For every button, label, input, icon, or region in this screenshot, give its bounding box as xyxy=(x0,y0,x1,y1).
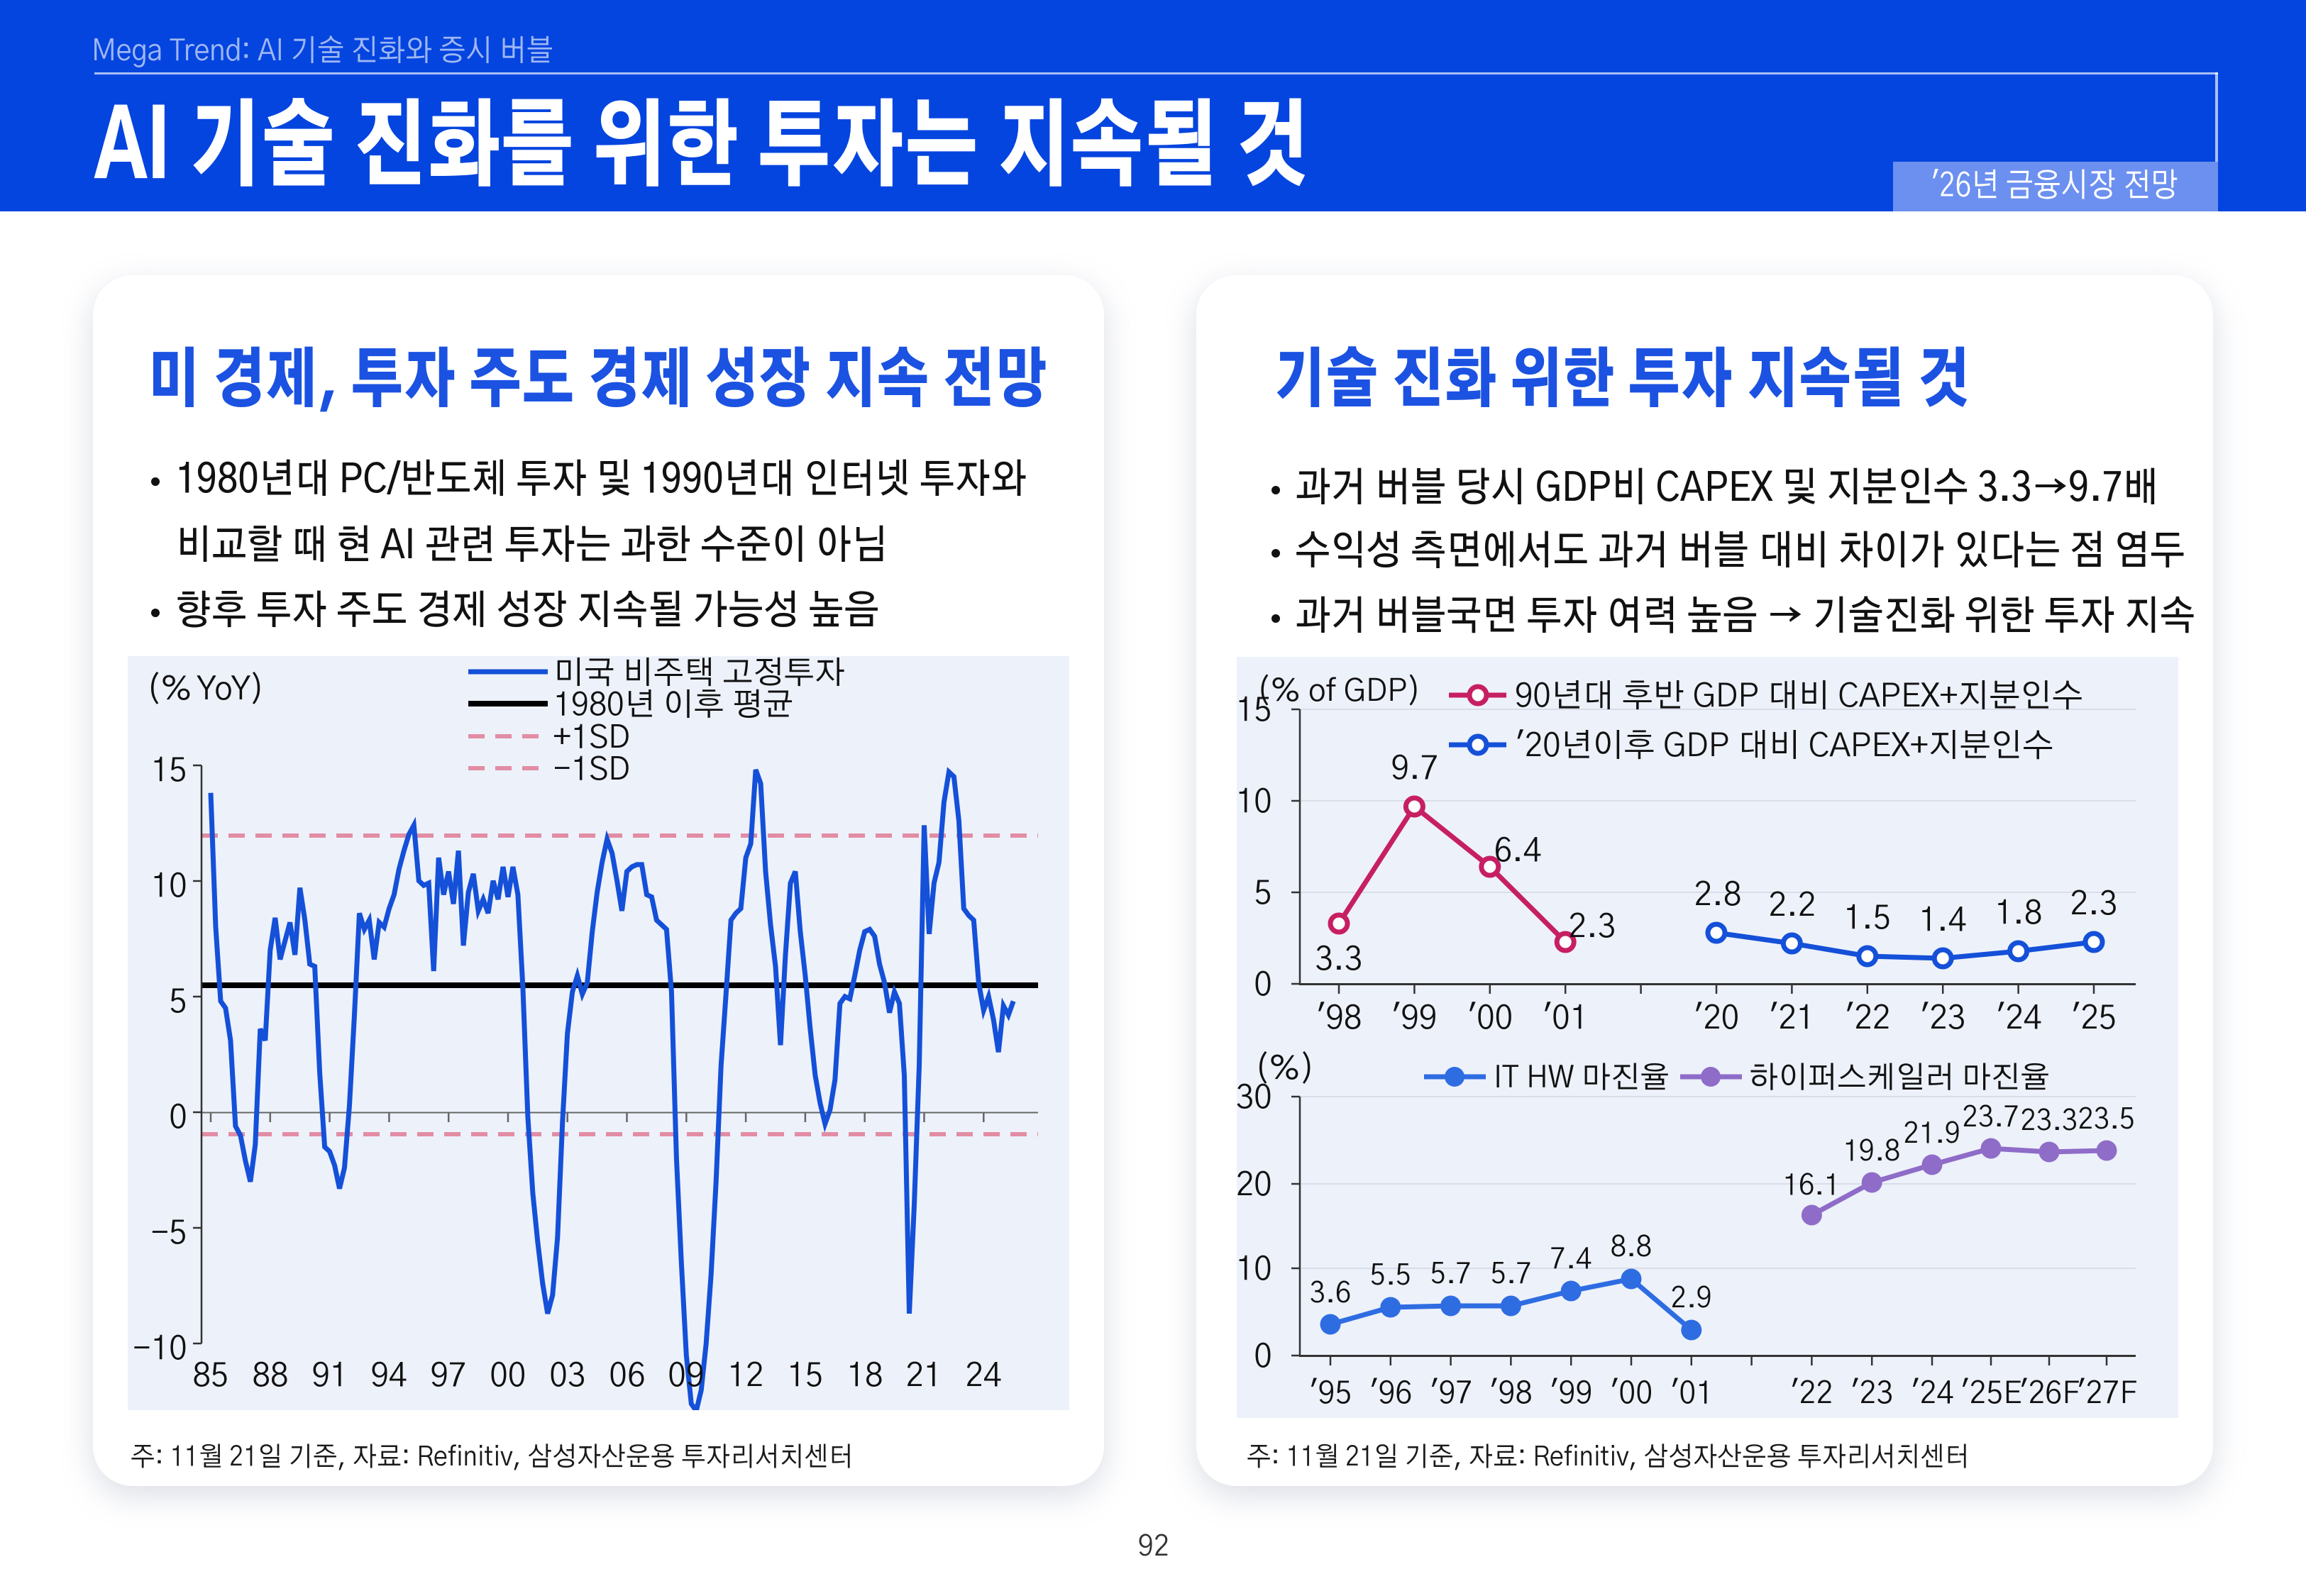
svg-text:'97: '97 xyxy=(1430,1378,1473,1409)
svg-text:21: 21 xyxy=(905,1361,942,1393)
svg-text:-5: -5 xyxy=(151,1218,187,1251)
svg-text:10: 10 xyxy=(151,871,187,904)
svg-text:'22: '22 xyxy=(1790,1378,1833,1409)
svg-text:94: 94 xyxy=(370,1361,407,1393)
svg-text:'96: '96 xyxy=(1369,1378,1413,1409)
svg-text:1980년 이후 평균: 1980년 이후 평균 xyxy=(553,689,793,722)
svg-text:'00: '00 xyxy=(1467,1002,1513,1036)
svg-text:88: 88 xyxy=(252,1361,288,1393)
svg-text:'23: '23 xyxy=(1920,1002,1966,1036)
svg-text:23.7: 23.7 xyxy=(1963,1104,2019,1133)
svg-text:30: 30 xyxy=(1237,1082,1272,1115)
svg-text:06: 06 xyxy=(609,1361,645,1393)
svg-text:2.3: 2.3 xyxy=(1569,911,1616,944)
svg-text:9.7: 9.7 xyxy=(1391,753,1439,786)
svg-text:5: 5 xyxy=(1254,878,1272,911)
svg-text:'20: '20 xyxy=(1694,1002,1740,1036)
svg-text:90년대 후반 GDP 대비 CAPEX+지분인수: 90년대 후반 GDP 대비 CAPEX+지분인수 xyxy=(1515,680,2083,714)
svg-text:'21: '21 xyxy=(1769,1002,1815,1036)
svg-text:'98: '98 xyxy=(1316,1002,1362,1036)
svg-text:'99: '99 xyxy=(1550,1378,1593,1409)
svg-text:0: 0 xyxy=(1254,1341,1272,1374)
svg-text:0: 0 xyxy=(1254,970,1272,1002)
svg-text:09: 09 xyxy=(668,1361,704,1393)
svg-text:03: 03 xyxy=(549,1361,585,1393)
svg-text:1.4: 1.4 xyxy=(1919,905,1967,938)
svg-text:'26F: '26F xyxy=(2019,1378,2080,1409)
svg-text:23.5: 23.5 xyxy=(2078,1107,2135,1135)
svg-text:3.6: 3.6 xyxy=(1310,1280,1351,1309)
svg-text:5.7: 5.7 xyxy=(1491,1261,1532,1290)
svg-text:'98: '98 xyxy=(1489,1378,1533,1409)
svg-text:5.7: 5.7 xyxy=(1430,1261,1472,1290)
svg-text:19.8: 19.8 xyxy=(1843,1138,1900,1167)
svg-text:'95: '95 xyxy=(1309,1378,1352,1409)
svg-text:15: 15 xyxy=(151,755,187,788)
svg-text:미국 비주택 고정투자: 미국 비주택 고정투자 xyxy=(553,657,845,690)
svg-text:97: 97 xyxy=(430,1361,466,1393)
svg-text:10: 10 xyxy=(1237,787,1272,819)
svg-text:(%): (%) xyxy=(1254,1051,1315,1086)
svg-text:16.1: 16.1 xyxy=(1783,1173,1840,1201)
svg-text:23.3: 23.3 xyxy=(2021,1108,2078,1136)
svg-text:'01: '01 xyxy=(1670,1378,1714,1409)
svg-text:'20년이후 GDP 대비 CAPEX+지분인수: '20년이후 GDP 대비 CAPEX+지분인수 xyxy=(1515,729,2053,763)
svg-text:(% of GDP): (% of GDP) xyxy=(1257,674,1421,707)
svg-text:3.3: 3.3 xyxy=(1315,944,1363,977)
svg-text:91: 91 xyxy=(311,1361,348,1393)
svg-text:15: 15 xyxy=(1237,695,1272,728)
svg-text:'25: '25 xyxy=(2071,1002,2117,1036)
svg-text:0: 0 xyxy=(169,1102,187,1135)
svg-text:'22: '22 xyxy=(1845,1002,1891,1036)
svg-text:1.5: 1.5 xyxy=(1844,903,1892,936)
svg-text:2.8: 2.8 xyxy=(1694,880,1742,912)
svg-text:7.4: 7.4 xyxy=(1550,1246,1591,1275)
svg-text:'01: '01 xyxy=(1543,1002,1589,1036)
svg-text:8.8: 8.8 xyxy=(1611,1234,1652,1263)
svg-text:'99: '99 xyxy=(1391,1002,1438,1036)
svg-text:(% YoY): (% YoY) xyxy=(146,671,265,706)
svg-text:5: 5 xyxy=(169,987,187,1019)
svg-text:2.2: 2.2 xyxy=(1769,890,1816,923)
svg-text:2.9: 2.9 xyxy=(1671,1285,1712,1314)
svg-text:1.8: 1.8 xyxy=(1995,898,2043,931)
svg-text:IT HW 마진율: IT HW 마진율 xyxy=(1494,1063,1670,1094)
svg-text:00: 00 xyxy=(490,1361,526,1393)
svg-text:'27F: '27F xyxy=(2077,1378,2137,1409)
svg-text:-10: -10 xyxy=(133,1334,187,1366)
svg-text:2.3: 2.3 xyxy=(2070,889,2118,921)
svg-text:하이퍼스케일러 마진율: 하이퍼스케일러 마진율 xyxy=(1749,1063,2050,1094)
svg-text:6.4: 6.4 xyxy=(1494,836,1542,868)
svg-text:85: 85 xyxy=(192,1361,228,1393)
svg-text:+1SD: +1SD xyxy=(553,723,630,755)
svg-text:'24: '24 xyxy=(1996,1002,2042,1036)
svg-text:15: 15 xyxy=(787,1361,823,1393)
svg-text:-1SD: -1SD xyxy=(553,755,630,787)
svg-text:20: 20 xyxy=(1237,1170,1272,1202)
svg-text:10: 10 xyxy=(1237,1254,1272,1287)
svg-text:'23: '23 xyxy=(1850,1378,1894,1409)
svg-text:'25E: '25E xyxy=(1960,1378,2022,1409)
svg-text:'24: '24 xyxy=(1911,1378,1954,1409)
svg-text:5.5: 5.5 xyxy=(1370,1263,1411,1291)
svg-text:18: 18 xyxy=(846,1361,883,1393)
svg-text:12: 12 xyxy=(727,1361,763,1393)
svg-text:21.9: 21.9 xyxy=(1904,1121,1960,1149)
svg-text:24: 24 xyxy=(965,1361,1001,1393)
svg-text:'00: '00 xyxy=(1610,1378,1653,1409)
